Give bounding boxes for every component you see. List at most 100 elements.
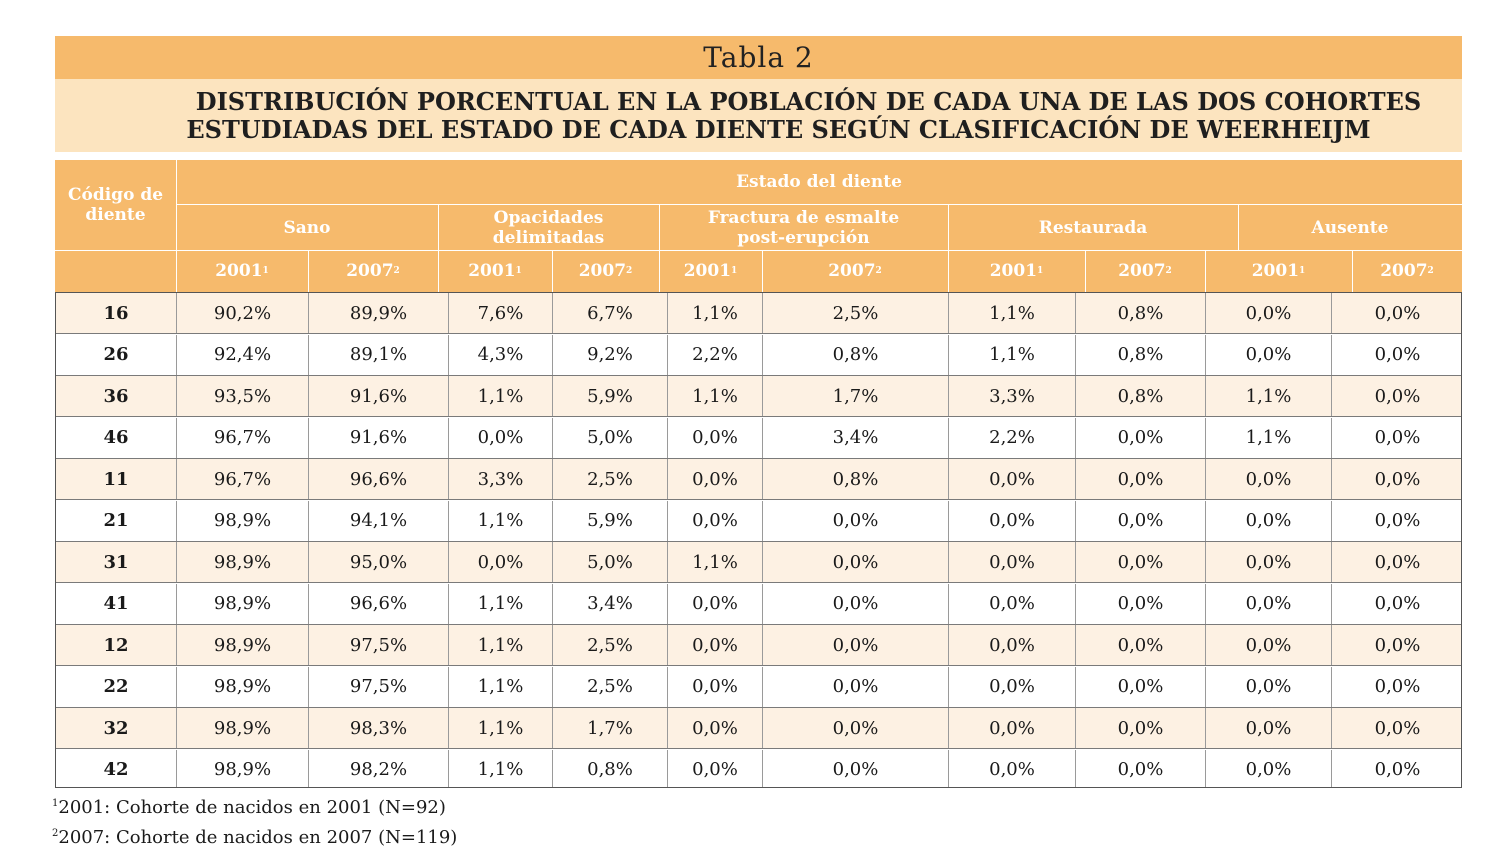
table-row: 46 96,7% 91,6% 0,0% 5,0% 0,0% 3,4% 2,2% 0,0% 1,1%… [56, 417, 1461, 459]
value-cell: 0,0% [763, 625, 949, 665]
value-cell: 3,4% [763, 417, 949, 458]
table-body: 16 90,2% 89,9% 7,6% 6,7% 1,1% 2,5% 1,1% 0,8% 0,0%… [55, 292, 1462, 788]
value-cell: 0,0% [1374, 427, 1421, 448]
value-cell: 0,0% [1076, 542, 1206, 582]
table-row: 22 98,9% 97,5% 1,1% 2,5% 0,0% 0,0% 0,0% 0,0% 0,0%… [56, 666, 1461, 708]
value-cell: 0,0% [1374, 759, 1421, 780]
value-cell: 1,7% [553, 708, 668, 748]
value-cell: 0,0% [449, 417, 553, 458]
value-cell: 0,0% [1076, 708, 1206, 748]
header-divider [1238, 204, 1239, 250]
table-row: 31 98,9% 95,0% 0,0% 5,0% 1,1% 0,0% 0,0% 0,0% 0,0%… [56, 542, 1461, 583]
value-cell: 0,0% [949, 542, 1076, 582]
estado-del-diente-header: Estado del diente [736, 172, 902, 192]
table-row: 12 98,9% 97,5% 1,1% 2,5% 0,0% 0,0% 0,0% 0,0% 0,0%… [56, 625, 1461, 666]
value-cell: 0,0% [668, 625, 763, 665]
value-cell: 0,0% [1206, 334, 1332, 375]
value-cell: 0,0% [763, 708, 949, 748]
value-cell: 98,9% [177, 666, 309, 707]
value-cell: 1,1% [449, 708, 553, 748]
fractura-header: Fractura de esmalte post-erupción [707, 208, 900, 248]
value-cell: 5,9% [553, 500, 668, 541]
value-cell: 0,0% [949, 500, 1076, 541]
value-cell: 0,0% [763, 749, 949, 787]
value-cell: 0,0% [668, 749, 763, 787]
value-cell: 2,5% [763, 293, 949, 333]
tooth-code-cell: 32 [56, 708, 177, 748]
value-cell: 96,6% [309, 583, 449, 624]
value-cell: 0,0% [668, 500, 763, 541]
value-cell: 2,5% [553, 666, 668, 707]
footnote-2: 22007: Cohorte de nacidos en 2007 (N=119… [52, 827, 458, 848]
header-divider [659, 204, 660, 250]
value-cell: 9,2% [553, 334, 668, 375]
value-cell: 0,0% [763, 583, 949, 624]
value-cell: 96,7% [177, 459, 309, 499]
value-cell: 0,0% [763, 542, 949, 582]
value-cell: 3,3% [949, 376, 1076, 416]
table-row: 26 92,4% 89,1% 4,3% 9,2% 2,2% 0,8% 1,1% 0,8% 0,0%… [56, 334, 1461, 376]
value-cell: 0,0% [949, 708, 1076, 748]
tooth-code-cell: 12 [56, 625, 177, 665]
year-header-2001: 2001 1 [989, 261, 1044, 281]
value-cell: 5,0% [553, 542, 668, 582]
value-cell: 0,0% [1076, 625, 1206, 665]
tooth-code-cell: 11 [56, 459, 177, 499]
value-cell: 2,5% [553, 625, 668, 665]
value-cell: 0,0% [1374, 634, 1421, 656]
value-cell: 94,1% [309, 500, 449, 541]
value-cell: 98,3% [309, 708, 449, 748]
value-cell: 1,1% [1206, 417, 1332, 458]
value-cell: 0,0% [949, 749, 1076, 787]
value-cell: 0,0% [949, 459, 1076, 499]
value-cell: 1,1% [449, 376, 553, 416]
value-cell: 0,0% [1374, 676, 1421, 697]
tooth-code-cell: 16 [56, 293, 177, 333]
value-cell: 0,8% [1076, 334, 1206, 375]
value-cell: 0,0% [1374, 302, 1421, 324]
value-cell: 0,0% [1206, 500, 1332, 541]
value-cell: 0,0% [1206, 708, 1332, 748]
year-header-2001: 2001 1 [1251, 261, 1306, 281]
table-row: 32 98,9% 98,3% 1,1% 1,7% 0,0% 0,0% 0,0% 0,0% 0,0%… [56, 708, 1461, 749]
title-line-2: ESTUDIADAS DEL ESTADO DE CADA DIENTE SEG… [186, 114, 1371, 144]
value-cell: 95,0% [309, 542, 449, 582]
value-cell: 0,0% [1206, 625, 1332, 665]
value-cell: 0,8% [763, 459, 949, 499]
value-cell: 92,4% [177, 334, 309, 375]
value-cell: 2,5% [553, 459, 668, 499]
tooth-code-cell: 26 [56, 334, 177, 375]
value-cell: 0,0% [1374, 510, 1421, 531]
value-cell: 96,7% [177, 417, 309, 458]
tooth-code-cell: 41 [56, 583, 177, 624]
value-cell: 1,1% [668, 542, 763, 582]
value-cell: 1,1% [449, 500, 553, 541]
value-cell: 2,2% [668, 334, 763, 375]
value-cell: 96,6% [309, 459, 449, 499]
value-cell: 90,2% [177, 293, 309, 333]
header-divider [762, 250, 763, 292]
tooth-code-cell: 31 [56, 542, 177, 582]
value-cell: 0,0% [1374, 551, 1421, 573]
value-cell: 1,1% [449, 583, 553, 624]
value-cell: 0,0% [1374, 468, 1421, 490]
year-header-2007: 2007 2 [1118, 261, 1172, 281]
value-cell: 0,0% [1374, 344, 1421, 365]
value-cell: 89,1% [309, 334, 449, 375]
value-cell: 0,0% [1076, 749, 1206, 787]
year-header-2007: 2007 2 [1380, 261, 1434, 281]
header-divider [176, 160, 177, 250]
value-cell: 5,9% [553, 376, 668, 416]
value-cell: 98,9% [177, 708, 309, 748]
year-header-2007: 2007 2 [828, 261, 882, 281]
value-cell: 1,1% [449, 625, 553, 665]
value-cell: 0,0% [1374, 385, 1421, 407]
value-cell: 0,0% [1206, 542, 1332, 582]
year-header-2007: 2007 2 [346, 261, 400, 281]
header-divider [438, 204, 439, 250]
header-divider [948, 204, 949, 250]
value-cell: 0,0% [1206, 459, 1332, 499]
table-row: 21 98,9% 94,1% 1,1% 5,9% 0,0% 0,0% 0,0% 0,0% 0,0%… [56, 500, 1461, 542]
value-cell: 0,8% [1076, 376, 1206, 416]
year-header-2001: 2001 1 [683, 261, 738, 281]
